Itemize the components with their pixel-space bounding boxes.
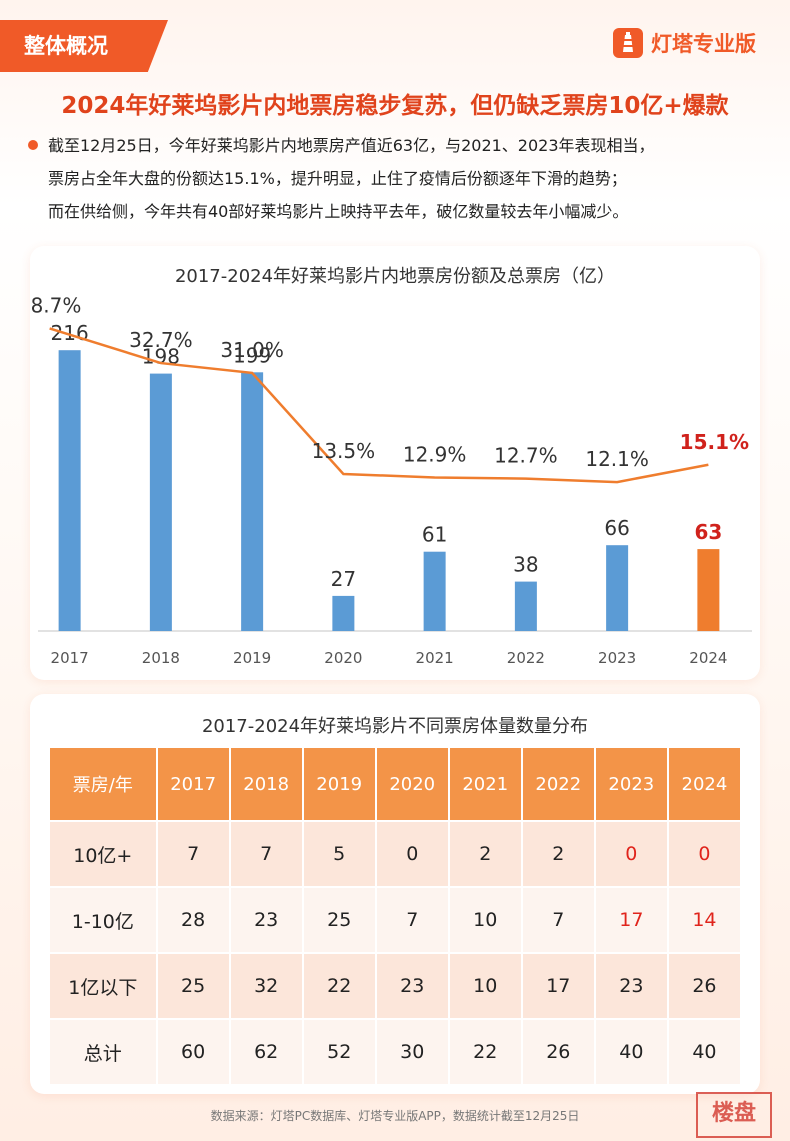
table-cell: 22 (449, 1020, 521, 1084)
box-office-chart: 2162017198201819920192720206120213820226… (30, 293, 752, 667)
bar-value-label: 216 (51, 321, 89, 345)
row-label: 1亿以下 (50, 954, 156, 1018)
table-title: 2017-2024年好莱坞影片不同票房体量数量分布 (201, 716, 589, 737)
bar-value-label: 27 (331, 567, 356, 591)
table-cell: 23 (376, 954, 448, 1018)
summary-line: 票房占全年大盘的份额达15.1%，提升明显，止住了疫情后份额逐年下滑的趋势； (48, 169, 627, 188)
table-cell: 25 (303, 888, 375, 952)
brand-logo: 灯塔专业版 (613, 28, 756, 58)
table-header-year: 2020 (376, 748, 448, 820)
share-value-label: 31.0% (220, 338, 284, 362)
section-tag: 整体概况 (0, 20, 168, 72)
bar-value-label: 63 (694, 520, 722, 544)
share-value-label: 15.1% (680, 430, 749, 454)
summary-line: 而在供给侧，今年共有40部好莱坞影片上映持平去年，破亿数量较去年小幅减少。 (48, 202, 629, 221)
row-label: 10亿+ (50, 822, 156, 886)
table-cell: 2 (449, 822, 521, 886)
table-cell: 62 (230, 1020, 302, 1084)
share-value-label: 12.1% (585, 447, 649, 471)
table-header-year: 2023 (595, 748, 667, 820)
table-cell: 26 (522, 1020, 594, 1084)
table-cell: 0 (376, 822, 448, 886)
table-row: 1-10亿 28 23 25 7 10 7 17 14 (50, 888, 740, 952)
bar-value-label: 66 (604, 516, 629, 540)
x-tick-label: 2022 (507, 649, 545, 667)
table-cell: 2 (522, 822, 594, 886)
bar-value-label: 38 (513, 553, 538, 577)
table-cell: 22 (303, 954, 375, 1018)
table-cell: 17 (595, 888, 667, 952)
table-cell: 40 (668, 1020, 740, 1084)
x-tick-label: 2021 (416, 649, 454, 667)
share-value-label: 13.5% (312, 439, 376, 463)
row-label: 总计 (50, 1020, 156, 1084)
table-cell: 52 (303, 1020, 375, 1084)
bar-2019 (241, 372, 264, 631)
bar-2021 (423, 551, 446, 631)
chart-title: 2017-2024年好莱坞影片内地票房份额及总票房（亿） (174, 266, 616, 287)
table-cell: 14 (668, 888, 740, 952)
table-cell: 10 (449, 888, 521, 952)
brand-name: 灯塔专业版 (651, 32, 756, 56)
table-cell: 23 (230, 888, 302, 952)
table-cell: 23 (595, 954, 667, 1018)
summary-text: 截至12月25日，今年好莱坞影片内地票房产值近63亿，与2021、2023年表现… (48, 129, 778, 228)
box-office-chart-card: 2017-2024年好莱坞影片内地票房份额及总票房（亿） 216 2017 198 2… (30, 246, 760, 680)
table-row: 总计 60 62 52 30 22 26 40 40 (50, 1020, 740, 1084)
table-cell: 7 (230, 822, 302, 886)
table-header-year: 2018 (230, 748, 302, 820)
table-header-year: 2022 (522, 748, 594, 820)
distribution-table-card: 2017-2024年好莱坞影片不同票房体量数量分布 票房/年 2017 2018 20… (30, 694, 760, 1094)
data-source: 数据来源：灯塔PC数据库、灯塔专业版APP，数据统计截至12月25日 (210, 1109, 580, 1123)
x-tick-label: 2020 (324, 649, 362, 667)
table-cell: 7 (157, 822, 229, 886)
table-cell: 28 (157, 888, 229, 952)
bar-2023 (606, 545, 629, 631)
bar-2020 (332, 595, 355, 631)
bar-2018 (149, 373, 172, 631)
x-tick-label: 2018 (142, 649, 180, 667)
bar-2017 (58, 350, 81, 631)
table-header-corner: 票房/年 (50, 748, 156, 820)
table-cell: 7 (522, 888, 594, 952)
bar-2022 (514, 581, 537, 631)
share-value-label: 12.9% (403, 442, 467, 466)
lighthouse-icon (613, 28, 643, 58)
x-tick-label: 2017 (51, 649, 89, 667)
row-label: 1-10亿 (50, 888, 156, 952)
share-line (49, 327, 709, 484)
table-cell: 7 (376, 888, 448, 952)
summary-line: 截至12月25日，今年好莱坞影片内地票房产值近63亿，与2021、2023年表现… (48, 136, 655, 155)
table-cell: 0 (668, 822, 740, 886)
table-cell: 0 (595, 822, 667, 886)
table-row: 1亿以下 25 32 22 23 10 17 23 26 (50, 954, 740, 1018)
page-title: 2024年好莱坞影片内地票房稳步复苏，但仍缺乏票房10亿+爆款 (61, 93, 729, 119)
table-cell: 32 (230, 954, 302, 1018)
table-cell: 5 (303, 822, 375, 886)
bar-value-label: 199 (233, 343, 271, 367)
table-cell: 17 (522, 954, 594, 1018)
bullet-icon (28, 140, 38, 150)
table-header-year: 2017 (157, 748, 229, 820)
table-row: 10亿+ 7 7 5 0 2 2 0 0 (50, 822, 740, 886)
distribution-table: 票房/年 2017 2018 2019 2020 2021 2022 2023 2024 10亿… (48, 746, 742, 1086)
table-cell: 26 (668, 954, 740, 1018)
x-tick-label: 2023 (598, 649, 636, 667)
table-cell: 25 (157, 954, 229, 1018)
table-cell: 40 (595, 1020, 667, 1084)
share-value-label: 12.7% (494, 444, 558, 468)
table-cell: 10 (449, 954, 521, 1018)
x-tick-label: 2019 (233, 649, 271, 667)
bar-value-label: 61 (422, 523, 447, 547)
watermark-stamp: 楼盘 (696, 1092, 772, 1138)
share-value-label: 32.7% (129, 328, 193, 352)
table-cell: 60 (157, 1020, 229, 1084)
table-header-year: 2019 (303, 748, 375, 820)
bar-2024 (697, 549, 720, 631)
table-header-year: 2024 (668, 748, 740, 820)
share-value-label: 38.7% (30, 293, 81, 317)
table-cell: 30 (376, 1020, 448, 1084)
x-tick-label: 2024 (689, 649, 727, 667)
table-header-year: 2021 (449, 748, 521, 820)
